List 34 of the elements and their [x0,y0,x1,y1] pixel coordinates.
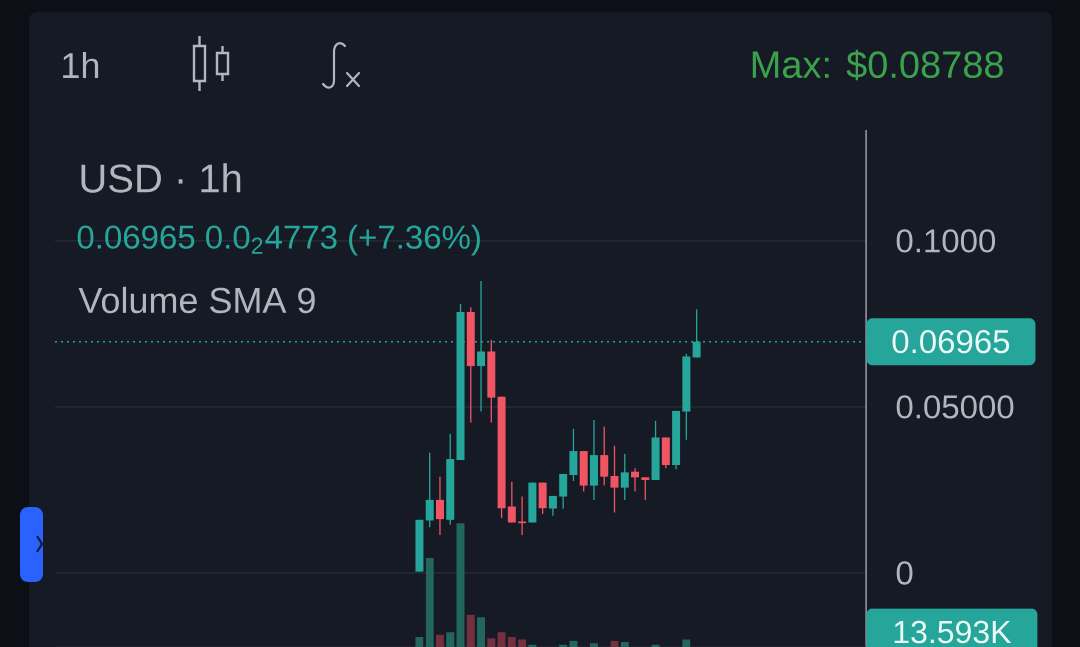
bar [435,634,444,647]
candlestick [425,452,434,528]
bar [425,557,434,647]
bar [589,643,598,647]
text: Max: $0.08788 [752,49,1003,81]
text: 1h [63,51,99,79]
bar [456,523,465,647]
chart-title: Volume SMA 9 [78,286,315,314]
candlestick [620,453,629,501]
candlestick [569,428,578,482]
candlestick [610,445,619,514]
bar [569,640,578,647]
bar [415,637,424,647]
candlestick [641,476,650,501]
y-tick-label: 0 [896,561,913,585]
candlestick [435,476,444,536]
bar [518,639,527,647]
text: USD · 1h [81,163,241,193]
y-tick-label: 0.1000 [896,229,996,253]
text: 0.06965 0.0$_{2}$4773 (+7.36%) [77,224,480,256]
bar [446,632,455,647]
text: 13.593K [894,620,1012,644]
bar [610,640,619,647]
candlestick [518,495,527,536]
candlestick [600,425,609,487]
y-tick-label: 0.05000 [896,395,1014,419]
candlestick [559,473,568,510]
ref-line-label: 0.06965 [892,329,1010,354]
bar [682,639,691,647]
bar [466,614,475,647]
bar [487,638,496,647]
bar [477,617,486,647]
candlestick [507,480,516,524]
bar [620,642,629,647]
